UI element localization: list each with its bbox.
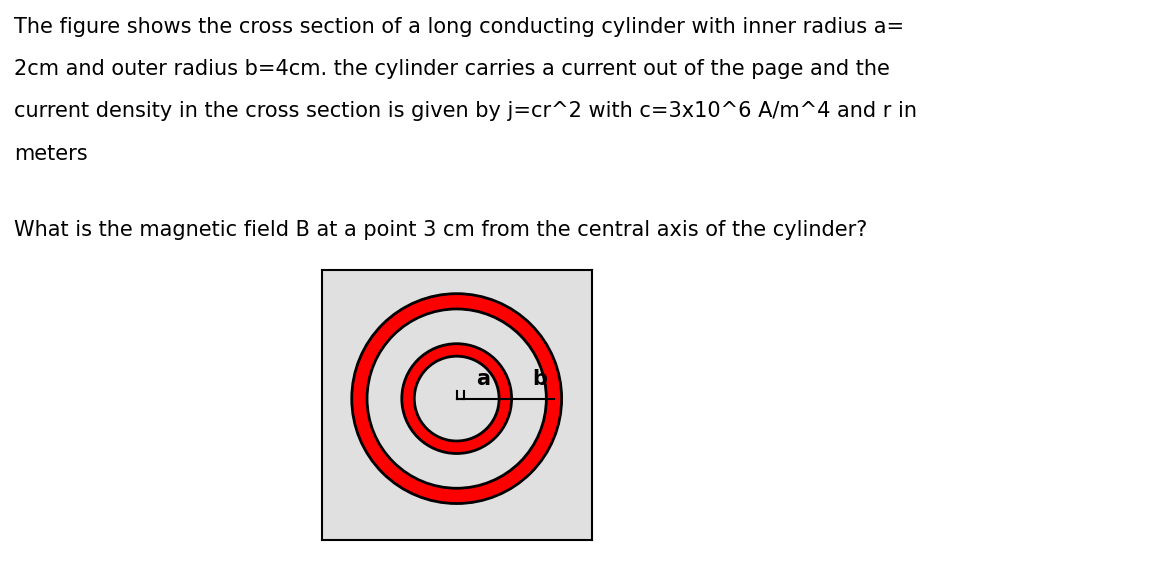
Text: meters: meters (14, 144, 88, 164)
Text: 2cm and outer radius b=4cm. the cylinder carries a current out of the page and t: 2cm and outer radius b=4cm. the cylinder… (14, 59, 890, 79)
Text: a: a (477, 369, 491, 389)
Text: current density in the cross section is given by j=cr^2 with c=3x10^6 A/m^4 and : current density in the cross section is … (14, 101, 917, 122)
Text: b: b (533, 369, 547, 389)
Text: The figure shows the cross section of a long conducting cylinder with inner radi: The figure shows the cross section of a … (14, 17, 904, 37)
Text: What is the magnetic field B at a point 3 cm from the central axis of the cylind: What is the magnetic field B at a point … (14, 220, 868, 240)
